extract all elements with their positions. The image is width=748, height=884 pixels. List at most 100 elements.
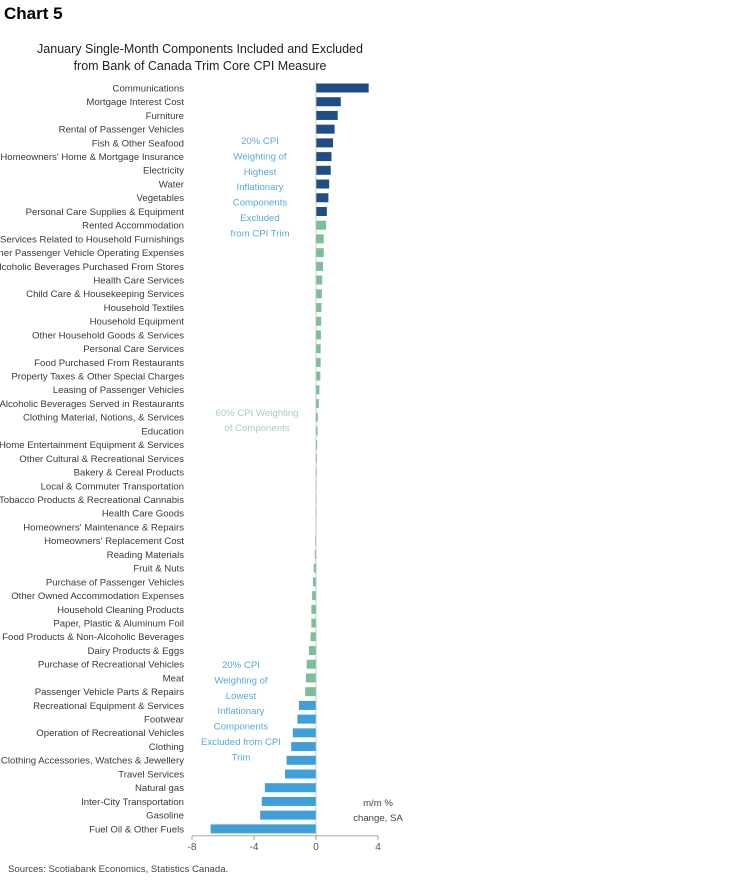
annotation-excluded-low: Trim — [232, 752, 251, 763]
category-label: Food Purchased From Restaurants — [34, 358, 184, 369]
bar — [316, 193, 329, 203]
category-label: Services Related to Household Furnishing… — [0, 234, 184, 245]
bar — [286, 755, 316, 765]
category-label: Passenger Vehicle Parts & Repairs — [35, 687, 185, 698]
category-label: Personal Care Services — [83, 344, 184, 355]
category-label: Furniture — [146, 111, 184, 122]
group-annotations: 20% CPI Weighting of Highest Inflationary Co… — [201, 136, 299, 763]
category-label: Mortgage Interest Cost — [86, 97, 184, 108]
category-label: Clothing — [149, 742, 184, 753]
bar — [316, 426, 318, 436]
category-label: Paper, Plastic & Aluminum Foil — [53, 618, 184, 629]
annotation-excluded-low: 20% CPI — [222, 660, 260, 671]
unit-label-line: change, SA — [353, 813, 403, 824]
annotation-excluded-high: Inflationary — [237, 182, 284, 193]
category-labels: Communications Mortgage Interest Cost Furn… — [0, 83, 185, 835]
bar — [316, 124, 335, 134]
annotation-excluded-low: Components — [214, 722, 269, 733]
bar — [316, 248, 324, 258]
bar — [210, 824, 316, 834]
bar — [316, 316, 322, 326]
bar — [316, 165, 331, 175]
bar — [316, 234, 324, 244]
bar — [291, 742, 316, 752]
category-label: Health Care Services — [93, 275, 184, 286]
chart-title-line-2: from Bank of Canada Trim Core CPI Measur… — [74, 59, 327, 73]
category-label: Homeowners' Maintenance & Repairs — [23, 522, 184, 533]
category-label: Property Taxes & Other Special Charges — [11, 372, 184, 383]
category-label: Purchase of Recreational Vehicles — [38, 660, 184, 671]
category-label: Footwear — [144, 715, 185, 726]
bar — [316, 275, 323, 285]
bar — [313, 563, 316, 573]
category-label: Other Food Products & Non-Alcoholic Beve… — [0, 632, 184, 643]
bar — [316, 330, 321, 340]
bar — [316, 152, 332, 162]
chart-number-label: Chart 5 — [4, 4, 63, 23]
category-label: Communications — [113, 83, 185, 94]
category-label: Home Entertainment Equipment & Services — [0, 440, 184, 451]
bar — [316, 261, 323, 271]
bar — [316, 289, 322, 299]
bar — [316, 371, 321, 381]
bar — [306, 659, 316, 669]
bar — [312, 591, 316, 601]
bar — [316, 399, 319, 409]
bar — [316, 453, 317, 463]
category-label: Fruit & Nuts — [133, 564, 184, 575]
x-tick-label: 0 — [313, 842, 319, 853]
annotation-excluded-high: from CPI Trim — [230, 228, 289, 239]
bar — [316, 385, 320, 395]
category-label: Alcoholic Beverages Served in Restaurant… — [0, 399, 184, 410]
bar — [292, 728, 316, 738]
bar — [316, 344, 321, 354]
bar — [311, 604, 316, 614]
category-label: Fuel Oil & Other Fuels — [89, 824, 184, 835]
bar — [316, 179, 330, 189]
x-tick-label: -8 — [188, 842, 197, 853]
bar — [264, 783, 316, 793]
bar — [260, 810, 316, 820]
annotation-excluded-low: Weighting of — [214, 675, 267, 686]
bar — [316, 357, 321, 367]
source-note: Sources: Scotiabank Economics, Statistic… — [8, 864, 228, 875]
annotation-excluded-high: Highest — [244, 167, 277, 178]
chart-title-line-1: January Single-Month Components Included… — [37, 42, 363, 56]
unit-label-line: m/m % — [363, 798, 393, 809]
bar — [309, 646, 316, 656]
category-label: Other Household Goods & Services — [32, 330, 184, 341]
category-label: Other Cultural & Recreational Services — [19, 454, 184, 465]
bar — [312, 577, 316, 587]
bar — [316, 440, 318, 450]
category-label: Other Passenger Vehicle Operating Expens… — [0, 248, 184, 259]
category-label: Natural gas — [135, 783, 184, 794]
category-label: Education — [141, 426, 184, 437]
category-label: Fish & Other Seafood — [92, 138, 184, 149]
category-label: Leasing of Passenger Vehicles — [53, 385, 184, 396]
bar — [316, 97, 341, 107]
category-label: Reading Materials — [107, 550, 185, 561]
category-label: Bakery & Cereal Products — [74, 468, 185, 479]
bar — [305, 673, 316, 683]
category-label: Household Equipment — [90, 317, 185, 328]
category-label: Household Textiles — [104, 303, 185, 314]
bar — [310, 632, 316, 642]
unit-label: m/m % change, SA — [353, 798, 403, 824]
category-label: Clothing Material, Notions, & Services — [23, 413, 184, 424]
category-label: Tobacco Products & Recreational Cannabis — [0, 495, 184, 506]
x-tick-label: -4 — [250, 842, 259, 853]
bar — [298, 700, 316, 710]
category-label: Homeowners' Replacement Cost — [44, 536, 184, 547]
bar — [316, 83, 369, 93]
annotation-included-middle: 60% CPI Weighting — [215, 408, 298, 419]
category-label: Travel Services — [118, 769, 184, 780]
category-label: Homeowners' Home & Mortgage Insurance — [0, 152, 184, 163]
bar — [316, 412, 318, 422]
category-label: Personal Care Supplies & Equipment — [26, 207, 185, 218]
category-label: Other Owned Accommodation Expenses — [11, 591, 184, 602]
category-label: Water — [159, 179, 185, 190]
category-label: Meat — [163, 673, 185, 684]
x-tick-label: 4 — [375, 842, 381, 853]
category-label: Alcoholic Beverages Purchased From Store… — [0, 262, 184, 273]
